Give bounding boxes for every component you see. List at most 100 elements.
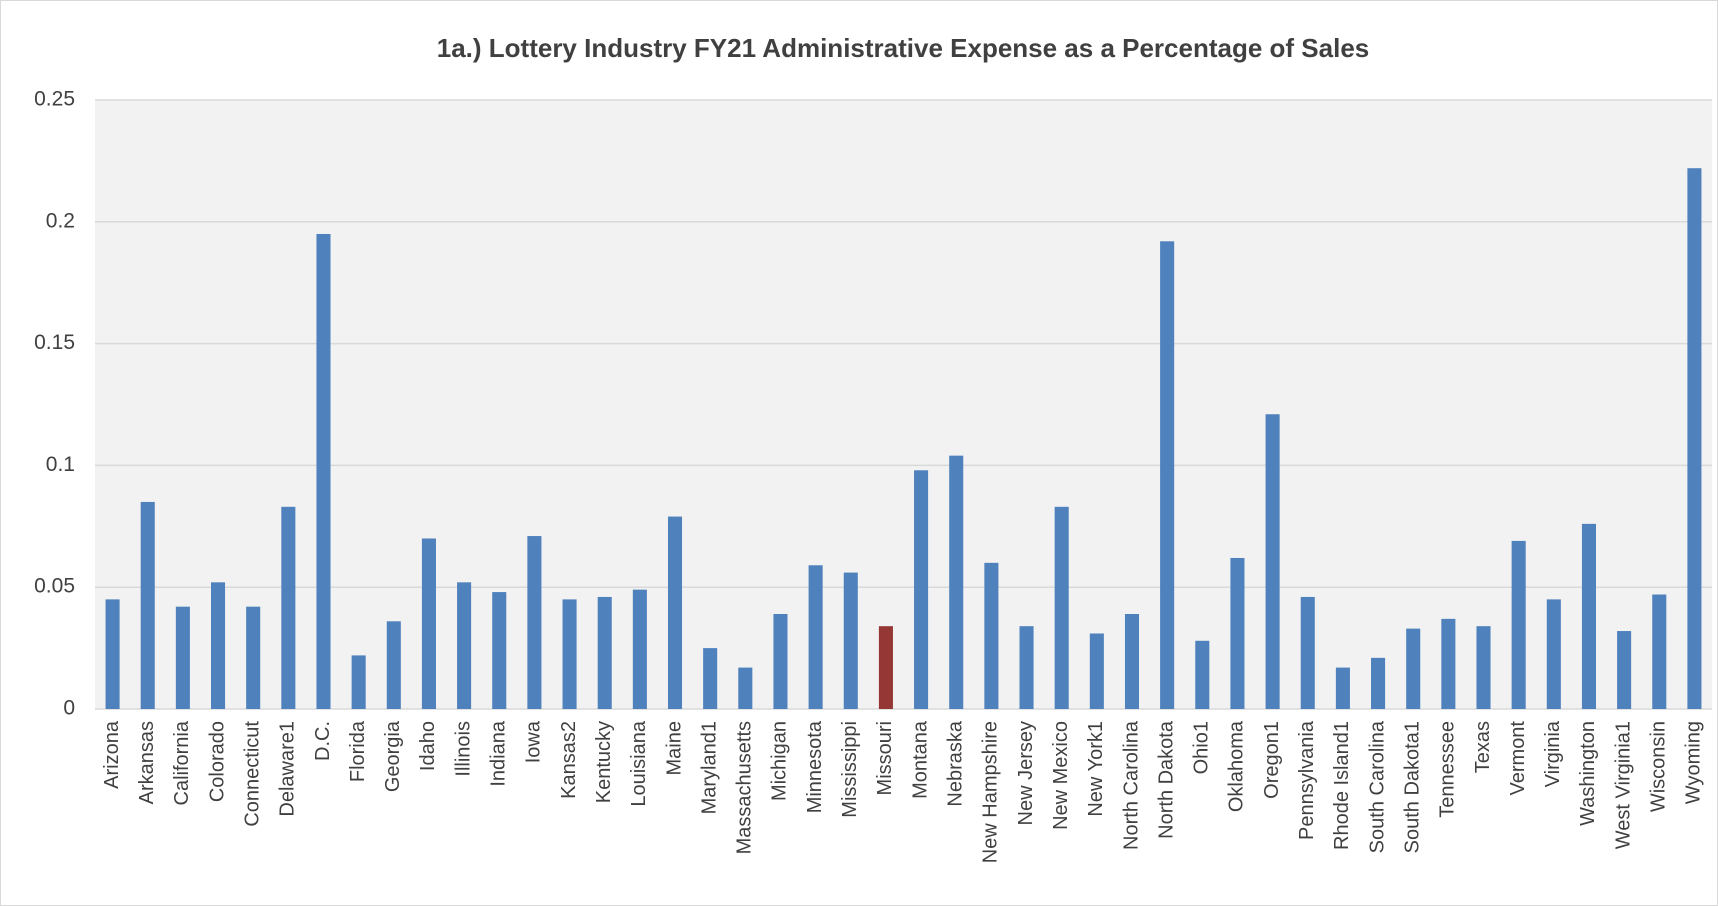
x-tick-label: Minnesota xyxy=(804,720,826,813)
bar xyxy=(738,667,753,709)
x-tick-label: Wyoming xyxy=(1683,721,1705,804)
x-tick-label: North Carolina xyxy=(1120,720,1142,850)
bar xyxy=(1124,613,1140,709)
bar xyxy=(140,501,155,709)
x-tick-label: Texas xyxy=(1472,721,1494,773)
bar xyxy=(1546,599,1561,709)
bar xyxy=(527,536,542,709)
bar xyxy=(421,538,436,709)
bar xyxy=(316,233,331,710)
bar xyxy=(386,621,401,709)
x-tick-label: Virginia xyxy=(1542,720,1564,787)
x-tick-label: West Virginia1 xyxy=(1612,721,1634,849)
x-tick-label: Washington xyxy=(1577,721,1599,826)
bar xyxy=(1230,557,1245,709)
x-tick-label: Rhode Island1 xyxy=(1331,721,1353,850)
x-tick-label: Massachusetts xyxy=(734,721,756,854)
bar xyxy=(703,648,718,709)
x-tick-label: Arizona xyxy=(101,720,123,789)
x-tick-label: Wisconsin xyxy=(1648,721,1670,812)
x-tick-label: Ohio1 xyxy=(1191,721,1213,774)
bar xyxy=(878,626,893,709)
x-tick-label: Maryland1 xyxy=(698,721,720,814)
bar xyxy=(1160,241,1175,709)
x-tick-label: North Dakota xyxy=(1155,720,1177,839)
x-tick-label: Oklahoma xyxy=(1226,720,1248,812)
bar xyxy=(1089,633,1104,709)
bar xyxy=(808,565,823,709)
bar xyxy=(949,455,964,709)
x-tick-label: Colorado xyxy=(206,721,228,802)
x-tick-label: Delaware1 xyxy=(277,721,299,817)
x-tick-label: Maine xyxy=(663,721,685,775)
x-tick-label: Illinois xyxy=(452,721,474,777)
y-tick-label: 0.1 xyxy=(46,453,75,476)
bar xyxy=(1300,596,1315,709)
plot-area xyxy=(95,100,1712,709)
bar xyxy=(246,606,261,709)
x-tick-label: Oregon1 xyxy=(1261,721,1283,799)
x-tick-label: D.C. xyxy=(312,721,334,761)
bar xyxy=(1687,168,1702,709)
bar xyxy=(562,599,577,709)
x-tick-label: Missouri xyxy=(874,721,896,795)
bar xyxy=(175,606,190,709)
x-tick-label: Vermont xyxy=(1507,721,1529,796)
x-tick-label: Iowa xyxy=(523,720,545,763)
bar xyxy=(1441,618,1456,709)
chart-title: 1a.) Lottery Industry FY21 Administrativ… xyxy=(437,33,1370,63)
bar xyxy=(211,582,226,709)
bar xyxy=(1054,506,1069,709)
bar xyxy=(457,582,472,709)
x-tick-label: Georgia xyxy=(382,720,404,792)
x-tick-label: New York1 xyxy=(1085,721,1107,817)
bar xyxy=(1476,626,1491,709)
bar xyxy=(984,562,999,709)
x-tick-label: Kansas2 xyxy=(558,721,580,799)
x-tick-label: Kentucky xyxy=(593,721,615,803)
x-tick-label: New Mexico xyxy=(1050,721,1072,830)
x-tick-label: New Jersey xyxy=(1015,721,1037,825)
x-tick-label: Florida xyxy=(347,720,369,782)
bar xyxy=(843,572,858,709)
x-tick-label: Indiana xyxy=(488,720,510,786)
x-tick-label: Idaho xyxy=(417,721,439,771)
x-tick-label: Tennessee xyxy=(1437,721,1459,818)
x-tick-label: South Carolina xyxy=(1366,720,1388,853)
bar xyxy=(914,470,929,709)
bar xyxy=(773,613,788,709)
y-tick-label: 0 xyxy=(63,697,75,720)
bar xyxy=(105,599,120,709)
x-tick-label: Connecticut xyxy=(241,721,263,827)
bar xyxy=(351,655,366,709)
bar xyxy=(1265,414,1280,709)
x-tick-label: Louisiana xyxy=(628,720,650,807)
x-tick-label: South Dakota1 xyxy=(1401,721,1423,853)
y-tick-label: 0.25 xyxy=(34,88,75,111)
y-tick-label: 0.2 xyxy=(46,209,75,232)
bar xyxy=(1511,540,1526,709)
bar xyxy=(1371,657,1386,709)
bar xyxy=(1195,640,1210,709)
bar xyxy=(1617,631,1632,709)
bar xyxy=(1335,667,1350,709)
bar xyxy=(667,516,683,709)
x-tick-label: California xyxy=(171,720,193,805)
x-tick-label: Mississippi xyxy=(839,721,861,818)
x-tick-label: Michigan xyxy=(769,721,791,801)
bar xyxy=(632,589,647,709)
bar xyxy=(1652,594,1667,709)
x-tick-label: Nebraska xyxy=(945,720,967,806)
y-tick-label: 0.05 xyxy=(34,575,75,598)
bar xyxy=(1581,523,1596,709)
x-tick-label: Montana xyxy=(909,720,931,799)
x-tick-label: New Hampshire xyxy=(980,721,1002,863)
y-tick-label: 0.15 xyxy=(34,331,75,354)
bar xyxy=(1406,628,1421,709)
bar xyxy=(492,592,507,709)
bar xyxy=(1019,626,1034,709)
bar xyxy=(597,596,612,709)
bar xyxy=(281,506,296,709)
